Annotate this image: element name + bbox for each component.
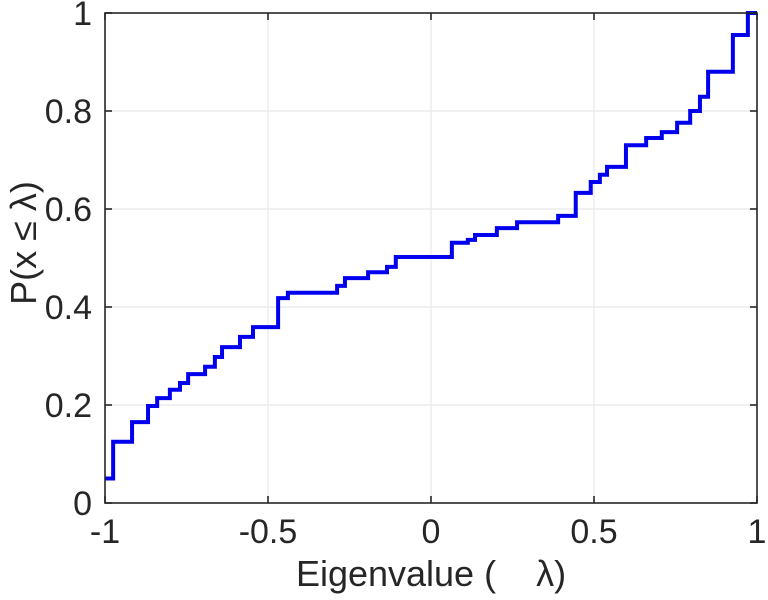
- y-tick-label: 0.8: [45, 93, 92, 131]
- y-tick-label: 0.4: [45, 289, 92, 327]
- x-tick-label: -1: [90, 513, 120, 551]
- y-tick-label: 0.2: [45, 387, 92, 425]
- y-axis-label: P(x ≤ λ): [3, 181, 44, 305]
- ecdf-step-line: [105, 11, 757, 481]
- x-axis-label: Eigenvalue ( λ): [295, 553, 567, 594]
- x-tick-label: 0.5: [570, 513, 617, 551]
- y-tick-label: 0.6: [45, 191, 92, 229]
- y-tick-label: 1: [73, 0, 92, 33]
- y-tick-label: 0: [73, 485, 92, 523]
- x-tick-label: 1: [748, 513, 767, 551]
- x-tick-label: 0: [422, 513, 441, 551]
- x-tick-label: -0.5: [239, 513, 298, 551]
